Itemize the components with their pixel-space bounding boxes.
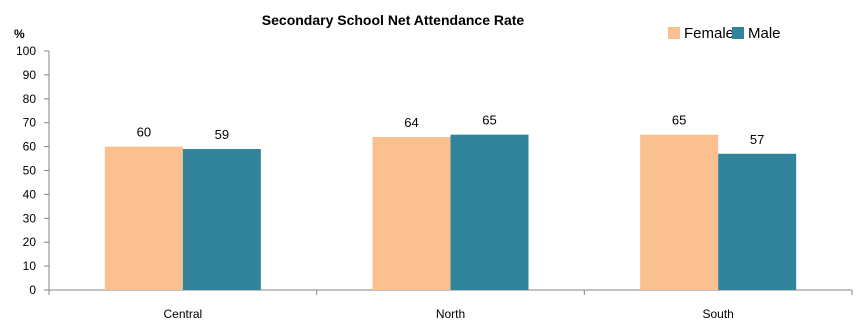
data-label: 65	[672, 113, 686, 128]
legend: Female Male	[668, 25, 781, 42]
data-label: 57	[750, 132, 764, 147]
legend-label-female: Female	[684, 25, 734, 42]
bar-male-south	[718, 153, 797, 290]
data-label: 59	[215, 127, 229, 142]
x-tick-label: Central	[163, 307, 202, 321]
bars-group: 60 59 64 65 65 57	[104, 113, 797, 290]
bar-male-north	[450, 134, 529, 290]
y-tick-label: 40	[23, 187, 37, 201]
bar-female-north	[372, 137, 451, 290]
data-label: 64	[404, 115, 418, 130]
y-tick-label: 30	[23, 211, 37, 225]
x-tick-label: North	[436, 307, 465, 321]
y-tick-label: 80	[23, 92, 37, 106]
y-axis-label: %	[14, 27, 25, 41]
y-tick-label: 70	[23, 116, 37, 130]
bar-female-south	[640, 134, 719, 290]
data-label: 65	[482, 113, 496, 128]
bar-male-central	[182, 148, 261, 290]
bar-female-central	[104, 146, 183, 290]
y-tick-label: 0	[29, 283, 36, 297]
y-tick-label: 90	[23, 68, 37, 82]
legend-swatch-female	[668, 27, 680, 39]
x-tick-label: South	[702, 307, 733, 321]
data-label: 60	[137, 125, 151, 140]
legend-swatch-male	[732, 27, 744, 39]
y-tick-label: 20	[23, 235, 37, 249]
y-tick-label: 60	[23, 140, 37, 154]
y-tick-label: 100	[16, 44, 36, 58]
axes-group: 0 10 20 30 40 50 60 70 80 90 100 Central North South	[16, 44, 853, 321]
y-tick-label: 10	[23, 259, 37, 273]
y-tick-label: 50	[23, 164, 37, 178]
chart-title: Secondary School Net Attendance Rate	[262, 12, 525, 28]
legend-label-male: Male	[748, 25, 781, 42]
